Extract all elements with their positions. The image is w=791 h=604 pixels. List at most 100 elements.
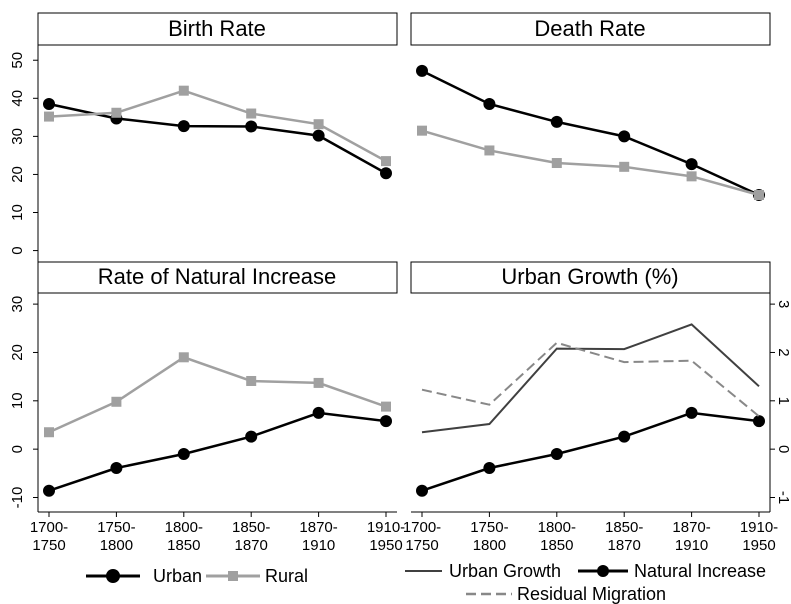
x-tick-label: 1870-	[672, 519, 710, 536]
point	[380, 167, 392, 180]
panel-header	[410, 12, 771, 46]
legend-label: Urban	[153, 566, 202, 586]
point	[111, 107, 122, 118]
legend-label: Residual Migration	[517, 584, 666, 604]
y-tick-label: 20	[9, 166, 26, 183]
point	[178, 352, 189, 363]
y-tick-label: 2	[775, 348, 791, 356]
x-tick-label: 1750	[405, 537, 438, 554]
point	[43, 484, 55, 497]
point	[313, 119, 324, 130]
point	[110, 462, 123, 475]
point	[381, 401, 391, 412]
panel-title: Rate of Natural Increase	[98, 264, 336, 289]
y-tick-label: 0	[9, 246, 26, 254]
point	[551, 158, 562, 169]
point	[44, 111, 54, 122]
point	[754, 189, 764, 200]
point	[381, 156, 391, 167]
point	[246, 375, 257, 386]
x-tick-label: 1910-	[367, 519, 405, 536]
x-tick-label: 1950	[742, 537, 775, 554]
point	[618, 130, 631, 143]
point	[313, 377, 324, 388]
y-tick-label: 1	[775, 397, 791, 405]
y-tick-label: -1	[775, 491, 791, 504]
x-tick-label: 1910	[675, 537, 708, 554]
x-tick-label: 1910	[302, 537, 335, 554]
point	[619, 161, 630, 172]
panel-header	[37, 261, 398, 294]
x-tick-label: 1850	[167, 537, 200, 554]
series-line	[421, 129, 760, 197]
point	[618, 430, 631, 443]
x-tick-label: 1700-	[30, 519, 68, 536]
legend-label: Urban Growth	[449, 561, 561, 581]
point	[550, 115, 563, 128]
point	[44, 427, 54, 438]
series-line	[421, 341, 760, 418]
point	[43, 98, 55, 111]
y-tick-label: 0	[9, 445, 26, 453]
x-tick-label: 1800-	[165, 519, 203, 536]
point	[483, 98, 496, 111]
panel-title: Birth Rate	[168, 16, 266, 41]
y-tick-label: 0	[775, 445, 791, 453]
legend-marker	[106, 569, 120, 583]
x-tick-label: 1750-	[97, 519, 135, 536]
point	[312, 406, 325, 419]
point	[177, 447, 190, 460]
x-tick-label: 1750	[32, 537, 65, 554]
series-line	[48, 102, 387, 175]
point	[753, 415, 765, 428]
point	[246, 108, 257, 119]
panel-header	[410, 261, 771, 294]
panel-header	[37, 12, 398, 46]
point	[416, 484, 428, 497]
legend-label: Rural	[265, 566, 308, 586]
point	[177, 120, 190, 133]
y-tick-label: 40	[9, 90, 26, 107]
point	[685, 406, 698, 419]
point	[312, 129, 325, 142]
point	[484, 145, 495, 156]
y-tick-label: 30	[9, 128, 26, 145]
point	[686, 171, 697, 182]
x-tick-label: 1800-	[538, 519, 576, 536]
y-tick-label: -10	[9, 487, 26, 509]
series-line	[48, 89, 387, 163]
y-tick-label: 20	[9, 344, 26, 361]
x-tick-label: 1850-	[232, 519, 270, 536]
x-tick-label: 1870-	[299, 519, 337, 536]
x-tick-label: 1870	[235, 537, 268, 554]
y-tick-label: 10	[9, 204, 26, 221]
point	[380, 415, 392, 428]
point	[178, 85, 189, 96]
point	[685, 158, 698, 171]
legend-label: Natural Increase	[634, 561, 766, 581]
y-tick-label: 50	[9, 52, 26, 69]
series-line	[421, 323, 760, 434]
point	[245, 430, 258, 443]
x-tick-label: 1750-	[470, 519, 508, 536]
x-tick-label: 1950	[369, 537, 402, 554]
point	[245, 120, 258, 133]
x-tick-label: 1870	[608, 537, 641, 554]
legend-marker	[597, 565, 609, 577]
x-tick-label: 1700-	[403, 519, 441, 536]
point	[417, 125, 427, 136]
point	[416, 64, 428, 77]
series-line	[421, 411, 760, 492]
y-tick-label: 30	[9, 296, 26, 313]
y-tick-label: 10	[9, 392, 26, 409]
legend-marker	[228, 571, 238, 581]
x-tick-label: 1800	[473, 537, 506, 554]
panel-title: Urban Growth (%)	[501, 264, 678, 289]
point	[550, 447, 563, 460]
y-tick-label: 3	[775, 300, 791, 308]
x-tick-label: 1910-	[740, 519, 778, 536]
series-line	[48, 411, 387, 492]
x-tick-label: 1800	[100, 537, 133, 554]
series-line	[421, 69, 760, 197]
